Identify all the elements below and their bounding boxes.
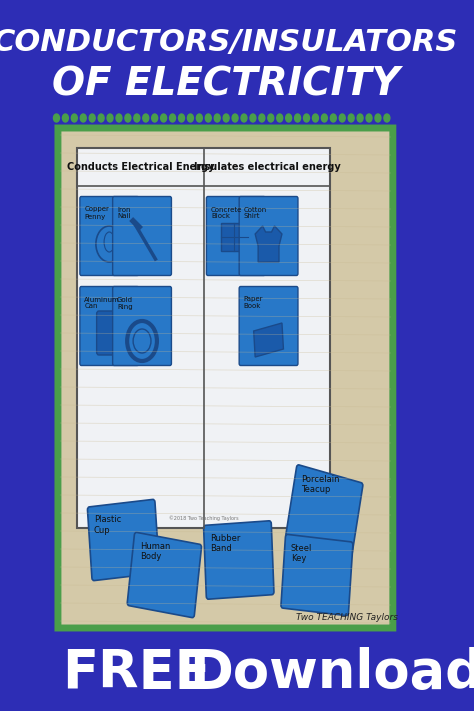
Circle shape [54,114,59,122]
Circle shape [152,114,158,122]
FancyBboxPatch shape [239,287,298,365]
Circle shape [223,114,229,122]
FancyBboxPatch shape [281,535,353,616]
FancyBboxPatch shape [286,465,363,555]
Circle shape [277,114,283,122]
Text: Gold
Ring: Gold Ring [117,296,133,309]
Circle shape [98,114,104,122]
Text: Cotton
Shirt: Cotton Shirt [244,206,267,220]
Circle shape [250,114,256,122]
Circle shape [89,114,95,122]
FancyBboxPatch shape [80,196,139,275]
Circle shape [143,114,149,122]
Circle shape [187,114,193,122]
Circle shape [134,114,140,122]
FancyBboxPatch shape [204,521,274,599]
Circle shape [348,114,354,122]
Circle shape [232,114,238,122]
Text: Steel
Key: Steel Key [291,544,312,563]
Circle shape [80,114,86,122]
FancyBboxPatch shape [80,287,139,365]
FancyBboxPatch shape [113,287,172,365]
Circle shape [125,114,131,122]
Circle shape [241,114,247,122]
Text: FREE: FREE [63,647,211,699]
FancyBboxPatch shape [128,533,201,618]
Circle shape [312,114,319,122]
Text: Aluminum
Can: Aluminum Can [84,296,120,309]
Circle shape [330,114,336,122]
Polygon shape [254,323,283,357]
Text: Copper
Penny: Copper Penny [84,206,109,220]
Circle shape [321,114,328,122]
Polygon shape [255,226,282,262]
Circle shape [339,114,345,122]
FancyBboxPatch shape [113,196,172,275]
Circle shape [63,114,68,122]
FancyBboxPatch shape [88,499,159,581]
Circle shape [384,114,390,122]
Circle shape [214,114,220,122]
Circle shape [303,114,310,122]
Bar [49,635,402,711]
FancyBboxPatch shape [239,196,298,275]
Text: ©2018 Two Teaching Taylors: ©2018 Two Teaching Taylors [169,515,238,521]
FancyBboxPatch shape [58,128,393,628]
Circle shape [295,114,301,122]
Text: Plastic
Cup: Plastic Cup [94,515,121,535]
Circle shape [268,114,274,122]
Bar [77,148,330,528]
Circle shape [161,114,166,122]
Text: Conducts Electrical Energy: Conducts Electrical Energy [67,162,214,172]
Circle shape [366,114,372,122]
Text: OF ELECTRICITY: OF ELECTRICITY [52,66,399,104]
FancyBboxPatch shape [97,311,119,355]
Bar [221,223,248,251]
Circle shape [357,114,363,122]
Text: Two TEACHING Taylors: Two TEACHING Taylors [296,614,398,623]
Circle shape [205,114,211,122]
Text: Concrete
Block: Concrete Block [211,206,242,220]
Text: Download: Download [189,647,474,699]
Text: Rubber
Band: Rubber Band [210,534,240,553]
Circle shape [107,114,113,122]
FancyBboxPatch shape [206,196,265,275]
Text: Iron
Nail: Iron Nail [117,206,131,220]
Circle shape [170,114,175,122]
Circle shape [375,114,381,122]
Circle shape [259,114,265,122]
Circle shape [196,114,202,122]
Circle shape [286,114,292,122]
Text: Insulates electrical energy: Insulates electrical energy [194,162,340,172]
Text: CONDUCTORS/INSULATORS: CONDUCTORS/INSULATORS [0,28,458,56]
Circle shape [72,114,77,122]
Text: Paper
Book: Paper Book [244,296,263,309]
Circle shape [116,114,122,122]
Text: Human
Body: Human Body [140,542,170,562]
Circle shape [179,114,184,122]
Text: Porcelain
Teacup: Porcelain Teacup [301,475,340,494]
